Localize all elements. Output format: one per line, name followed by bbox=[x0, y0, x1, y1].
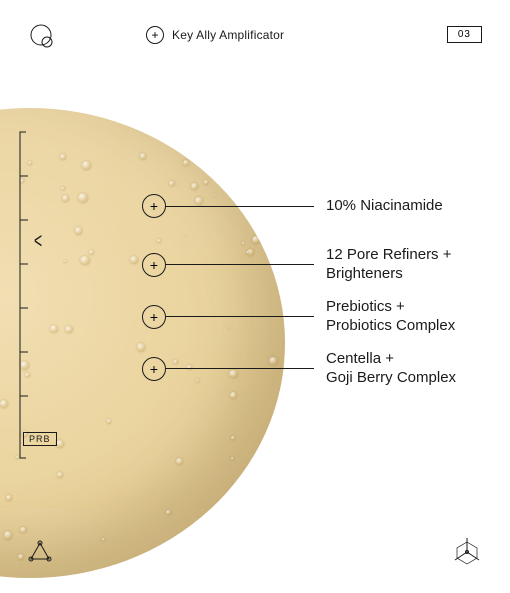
callout-1: +12 Pore Refiners + Brighteners bbox=[142, 246, 452, 284]
header: + Key Ally Amplificator 03 bbox=[0, 24, 510, 52]
ruler-label-box: PRB bbox=[23, 432, 57, 446]
callout-0: +10% Niacinamide bbox=[142, 194, 443, 218]
plus-node-icon: + bbox=[142, 253, 166, 277]
callout-leader-line bbox=[166, 206, 314, 207]
logo-icon bbox=[30, 24, 54, 53]
callout-leader-line bbox=[166, 264, 314, 265]
callout-label: 12 Pore Refiners + Brighteners bbox=[326, 246, 452, 284]
ruler-scale bbox=[18, 130, 48, 460]
triangle-icon bbox=[28, 540, 52, 567]
callout-2: + Prebiotics + Probiotics Complex bbox=[142, 298, 455, 336]
callout-leader-line bbox=[166, 316, 314, 317]
plus-node-icon: + bbox=[142, 194, 166, 218]
page-title: Key Ally Amplificator bbox=[172, 28, 284, 42]
callout-label: Centella + Goji Berry Complex bbox=[326, 350, 456, 388]
plus-icon: + bbox=[146, 26, 164, 44]
plus-node-icon: + bbox=[142, 305, 166, 329]
plus-node-icon: + bbox=[142, 357, 166, 381]
callout-3: + Centella + Goji Berry Complex bbox=[142, 350, 456, 388]
callout-label: Prebiotics + Probiotics Complex bbox=[326, 298, 455, 336]
page-number: 03 bbox=[447, 26, 482, 43]
callout-label: 10% Niacinamide bbox=[326, 197, 443, 216]
ruler-caret: < bbox=[34, 227, 42, 253]
axis-3d-icon bbox=[452, 536, 482, 571]
callout-leader-line bbox=[166, 368, 314, 369]
